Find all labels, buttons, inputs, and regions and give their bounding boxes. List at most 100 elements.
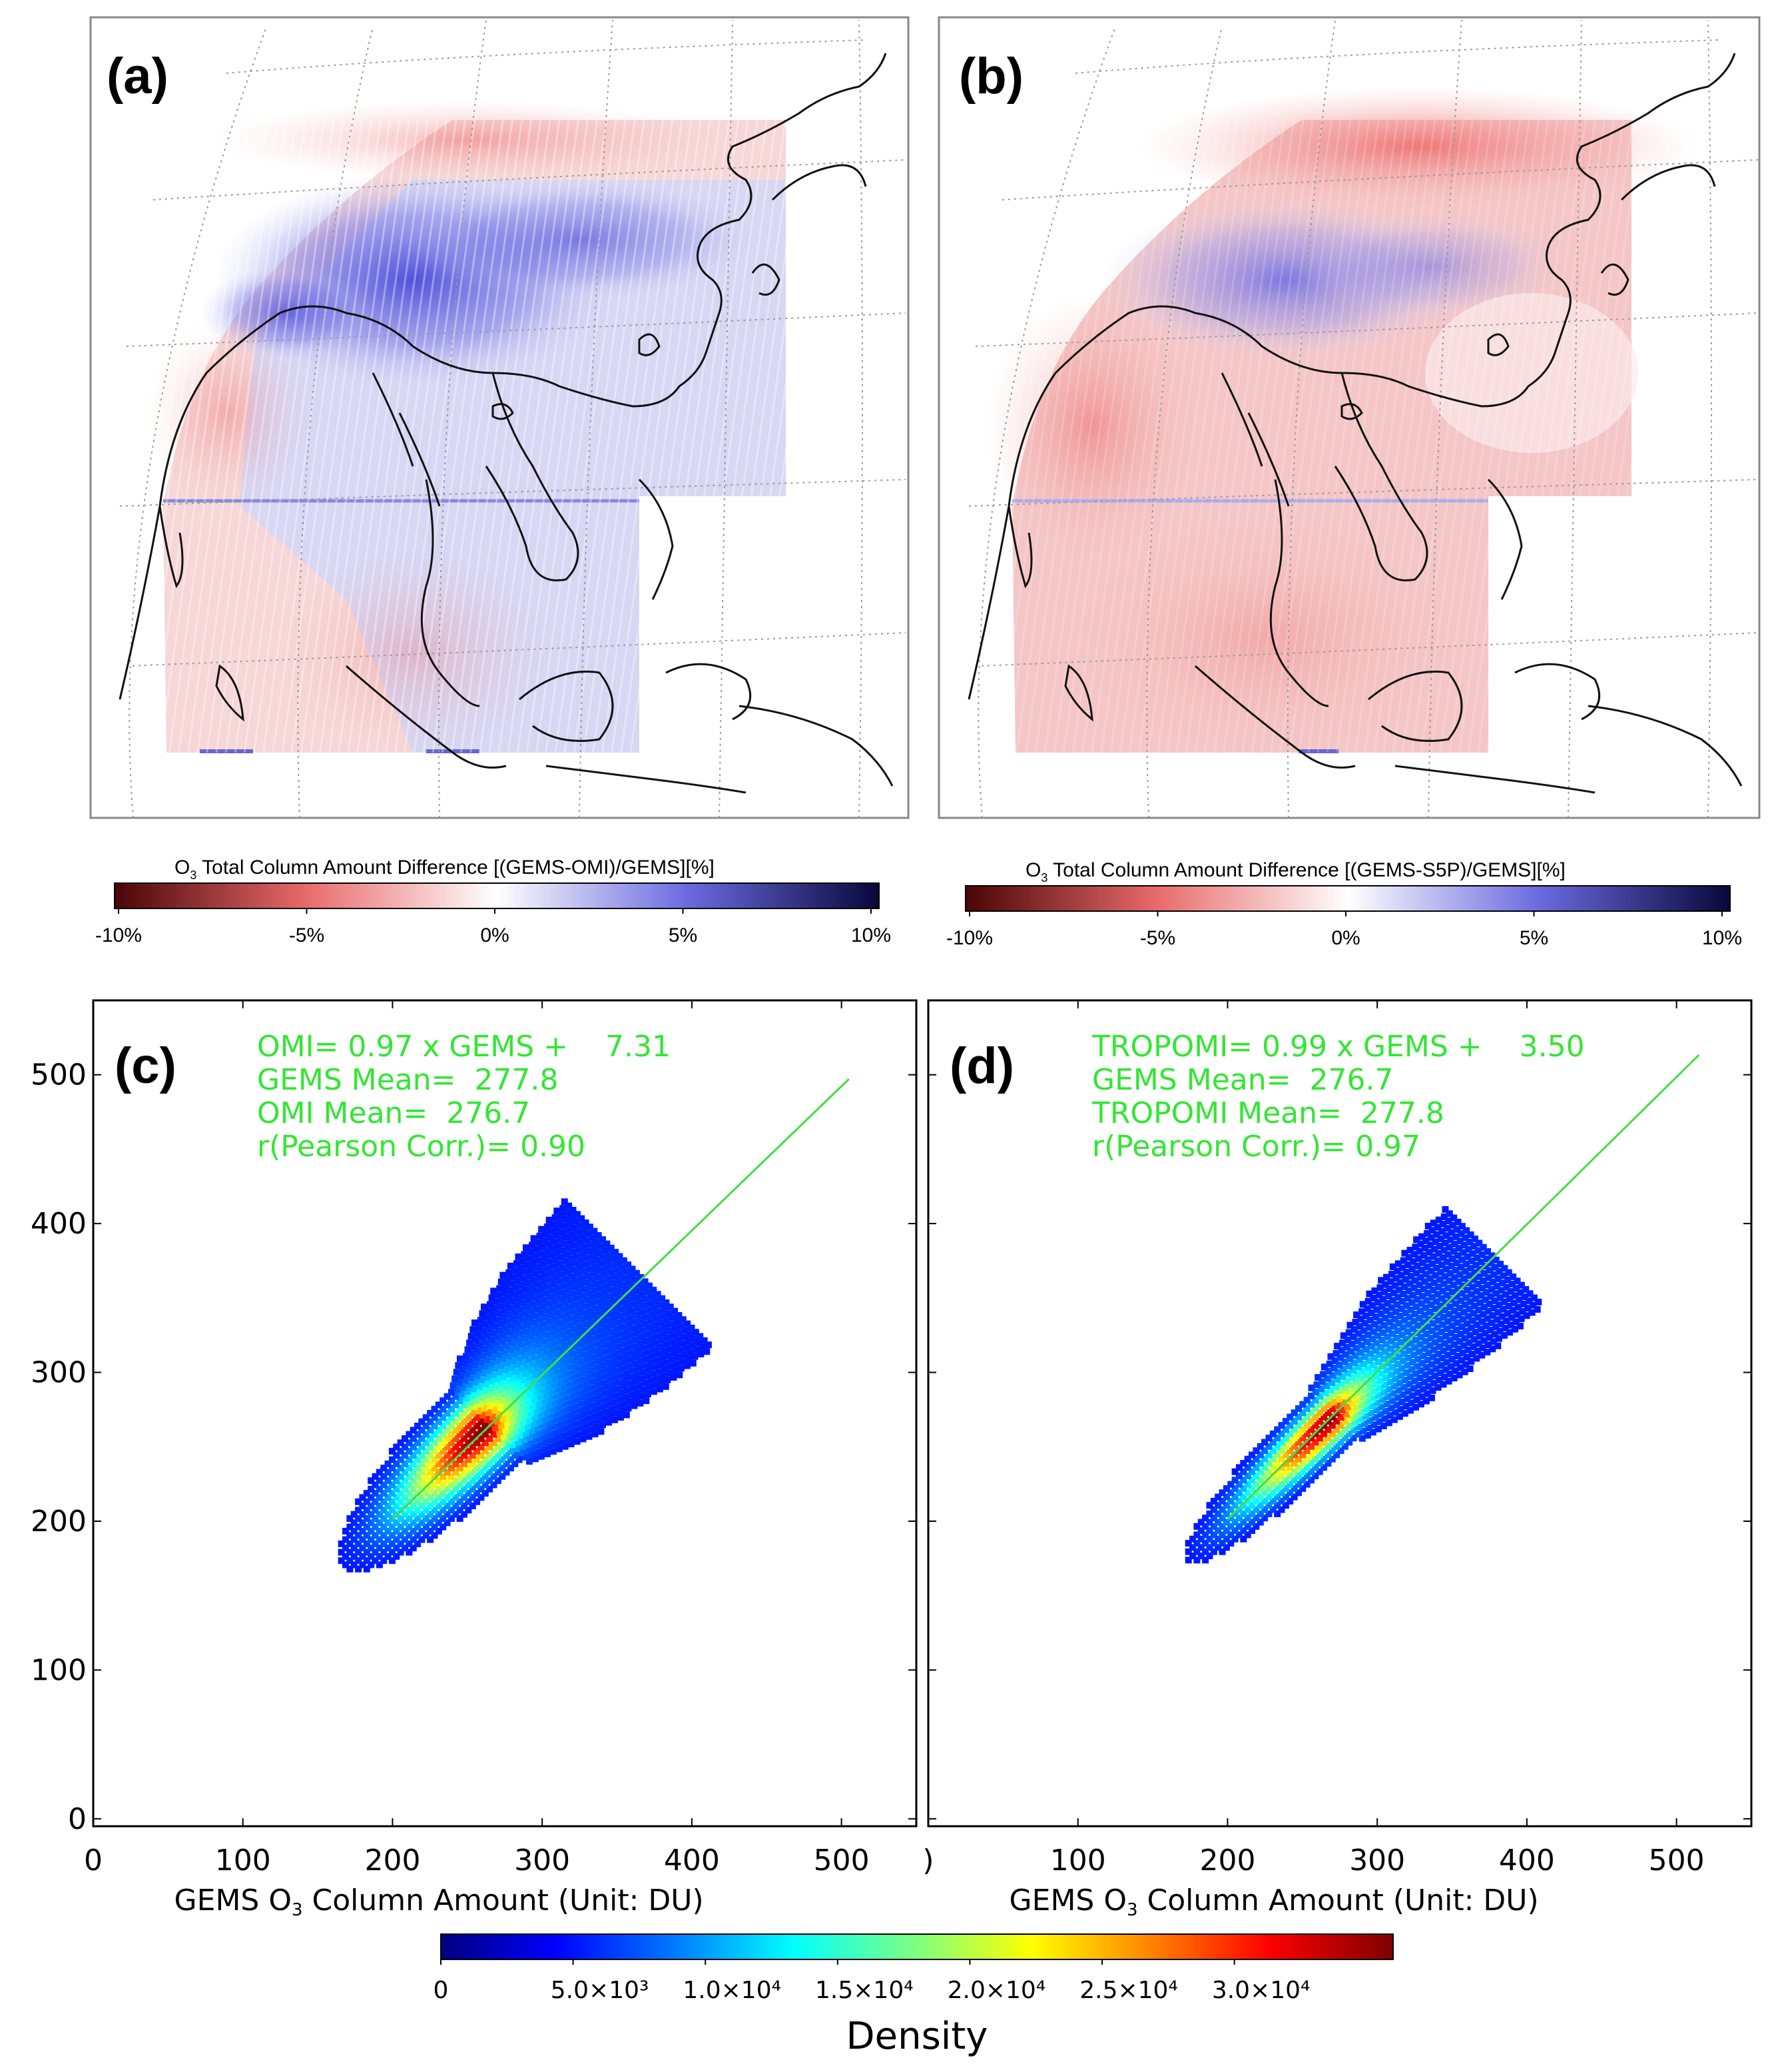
density-cell — [1282, 1426, 1289, 1433]
density-cell — [1388, 1304, 1395, 1311]
density-cell — [660, 1330, 667, 1337]
density-cell — [1274, 1435, 1281, 1442]
density-cell — [1452, 1233, 1460, 1240]
density-cell — [582, 1363, 589, 1370]
density-cell — [489, 1395, 496, 1403]
density-cell — [1265, 1477, 1273, 1484]
density-cell — [642, 1379, 649, 1387]
density-cell — [1519, 1307, 1526, 1315]
density-cell — [1338, 1407, 1346, 1414]
density-cell — [477, 1401, 484, 1408]
density-cell — [536, 1274, 543, 1281]
density-cell — [1269, 1447, 1277, 1455]
density-cell — [612, 1350, 619, 1357]
density-cell — [1495, 1335, 1502, 1342]
density-cell — [435, 1519, 442, 1527]
density-cell — [1223, 1502, 1230, 1509]
density-cell — [1295, 1405, 1302, 1412]
density-cell — [592, 1347, 599, 1354]
density-cell — [1299, 1409, 1307, 1417]
density-cell — [1467, 1265, 1474, 1272]
density-cell — [1343, 1411, 1350, 1418]
density-cell — [467, 1357, 474, 1364]
density-cell — [558, 1414, 565, 1421]
density-cell — [685, 1355, 693, 1363]
density-cell — [1435, 1249, 1442, 1257]
density-cell — [1429, 1353, 1436, 1361]
density-cell — [1530, 1301, 1537, 1309]
density-cell — [596, 1309, 603, 1316]
density-cell — [635, 1364, 643, 1371]
density-tick-label: 3.0×10⁴ — [1212, 1977, 1311, 2004]
density-cell — [1387, 1278, 1394, 1285]
density-cell — [614, 1301, 621, 1309]
density-cell — [1478, 1258, 1485, 1265]
density-cell — [1462, 1267, 1469, 1275]
density-cell — [530, 1420, 537, 1427]
density-cell — [1206, 1502, 1213, 1509]
density-cell — [1379, 1396, 1386, 1403]
density-cell — [1339, 1339, 1346, 1347]
density-cell — [1287, 1430, 1294, 1437]
density-cell — [620, 1341, 627, 1348]
density-cell — [456, 1481, 463, 1489]
density-cell — [557, 1253, 565, 1261]
density-cell — [528, 1427, 535, 1434]
density-cell — [1343, 1343, 1350, 1351]
density-cell — [543, 1433, 550, 1440]
density-cell — [569, 1416, 576, 1423]
density-cell — [431, 1405, 438, 1413]
density-cell — [1374, 1365, 1381, 1373]
density-cell — [368, 1477, 375, 1485]
density-cell — [1393, 1368, 1400, 1375]
density-cell — [1395, 1319, 1402, 1327]
density-cell — [1406, 1407, 1414, 1414]
density-cell — [697, 1350, 705, 1357]
density-cell — [1406, 1347, 1413, 1354]
density-cell — [553, 1435, 560, 1442]
density-cell — [576, 1407, 583, 1414]
density-cell — [418, 1485, 426, 1493]
density-cell — [359, 1545, 366, 1552]
density-cell — [1412, 1269, 1420, 1277]
density-cell — [1504, 1276, 1512, 1283]
density-cell — [597, 1386, 605, 1393]
density-cell — [521, 1411, 529, 1419]
density-cell — [532, 1413, 539, 1421]
density-cell — [689, 1359, 697, 1367]
density-cell — [1231, 1468, 1239, 1475]
density-cell — [563, 1352, 571, 1359]
density-cell — [418, 1503, 426, 1510]
density-cell — [452, 1485, 459, 1493]
density-cell — [1408, 1332, 1416, 1339]
density-cell — [663, 1359, 671, 1366]
density-cell — [673, 1319, 681, 1326]
density-cell — [632, 1294, 639, 1301]
density-cell — [543, 1265, 551, 1272]
annotation-line: OMI Mean= 276.7 — [257, 1096, 530, 1130]
density-cell — [435, 1494, 442, 1501]
density-cell — [359, 1553, 366, 1560]
density-cell — [517, 1365, 525, 1373]
density-cell — [521, 1453, 529, 1461]
density-cell — [1278, 1464, 1285, 1471]
density-cell — [582, 1261, 589, 1268]
density-cell — [490, 1287, 497, 1295]
density-cell — [1359, 1301, 1366, 1308]
density-cell — [1366, 1324, 1373, 1331]
density-cell — [545, 1258, 553, 1265]
density-cell — [583, 1380, 591, 1387]
density-cell — [1185, 1540, 1192, 1547]
density-cell — [1308, 1477, 1315, 1484]
density-cell — [1470, 1276, 1478, 1283]
density-cell — [504, 1293, 511, 1301]
density-cell — [1388, 1371, 1395, 1378]
density-cell — [520, 1418, 527, 1425]
density-cell — [1312, 1464, 1319, 1471]
density-cell — [1368, 1335, 1376, 1343]
density-cell — [1445, 1377, 1452, 1385]
density-cell — [505, 1437, 512, 1444]
density-cell — [1406, 1246, 1414, 1253]
density-cell — [1481, 1270, 1488, 1277]
density-cell — [1492, 1256, 1500, 1263]
